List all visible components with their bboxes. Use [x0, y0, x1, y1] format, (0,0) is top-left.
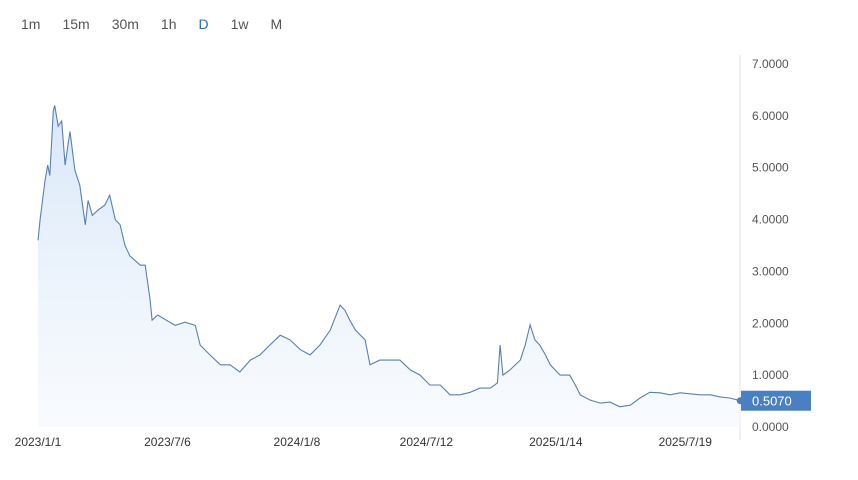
y-tick-label: 7.0000 [752, 57, 789, 71]
y-tick-label: 5.0000 [752, 161, 789, 175]
price-line [37, 105, 741, 408]
price-area [38, 105, 741, 427]
y-tick-label: 4.0000 [752, 213, 789, 227]
interval-tabs: 1m 15m 30m 1h D 1w M [10, 14, 293, 34]
y-tick-label: 1.0000 [752, 368, 789, 382]
tab-1m[interactable]: 1m [21, 16, 41, 32]
tab-30m[interactable]: 30m [111, 16, 139, 32]
last-price-label: 0.5070 [752, 394, 792, 409]
x-tick-label: 2023/1/1 [15, 435, 62, 449]
tab-d[interactable]: D [198, 16, 209, 32]
last-price-badge [741, 390, 811, 411]
y-tick-label: 2.0000 [752, 316, 789, 330]
y-tick-label: 3.0000 [752, 264, 789, 278]
x-tick-label: 2024/1/8 [274, 435, 321, 449]
x-tick-label: 2024/7/12 [400, 435, 454, 449]
x-tick-label: 2025/1/14 [529, 435, 583, 449]
x-tick-label: 2023/7/6 [144, 435, 191, 449]
y-tick-label: 0.0000 [752, 420, 789, 434]
tab-1h[interactable]: 1h [160, 16, 177, 32]
tab-1w[interactable]: 1w [230, 16, 249, 32]
tab-m[interactable]: M [270, 16, 283, 32]
y-tick-label: 6.0000 [752, 109, 789, 123]
tab-15m[interactable]: 15m [62, 16, 90, 32]
x-tick-label: 2025/7/19 [659, 435, 713, 449]
